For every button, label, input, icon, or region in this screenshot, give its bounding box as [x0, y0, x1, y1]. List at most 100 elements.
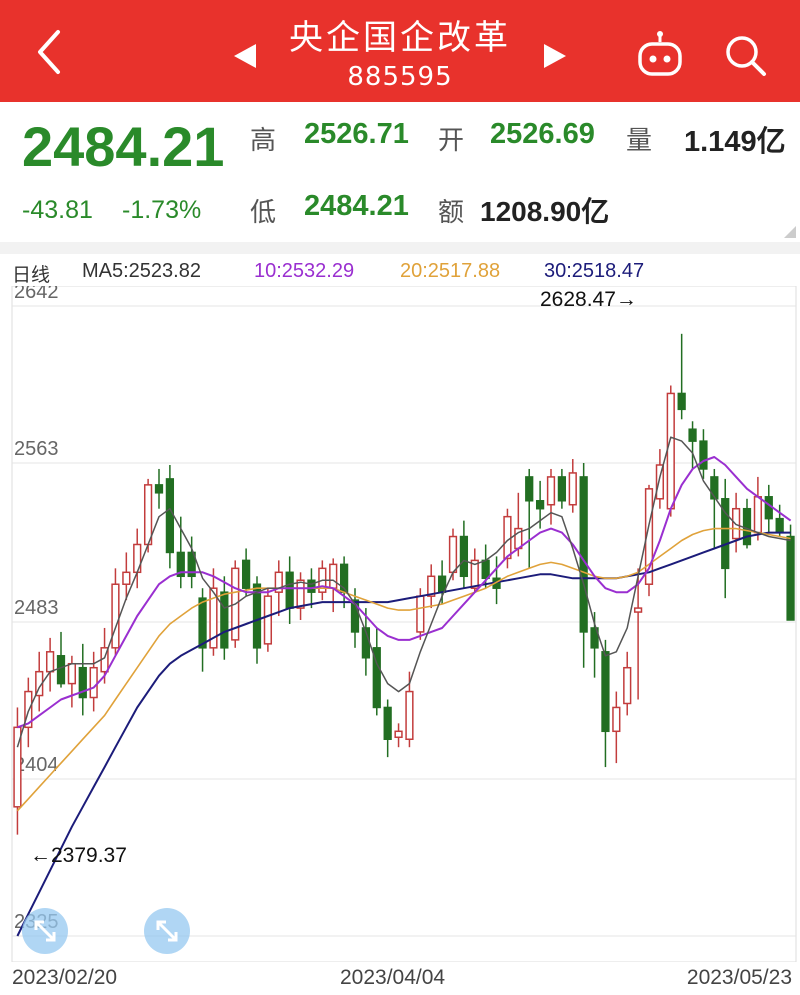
- candle-down: [78, 666, 87, 699]
- ma5-legend: MA5:2523.82: [82, 260, 201, 282]
- page-title: 央企国企改革: [289, 18, 511, 58]
- candle-down: [165, 478, 175, 554]
- ma-legend: 日线 MA5:2523.82 10:2532.29 20:2517.88 30:…: [0, 254, 800, 286]
- candle-down: [764, 496, 773, 520]
- y-tick-label: 2642: [14, 286, 59, 303]
- quote-panel: 2484.21 -43.81 -1.73% 高 2526.71 开 2526.6…: [0, 102, 800, 242]
- x-axis: 2023/02/20 2023/04/04 2023/05/23: [0, 962, 800, 995]
- candle-up: [470, 559, 479, 589]
- candle-up: [24, 690, 33, 729]
- period-selector[interactable]: 日线: [12, 264, 51, 286]
- x-tick-end: 2023/05/23: [686, 966, 792, 989]
- next-arrow-icon: [544, 44, 566, 68]
- candle-down: [285, 571, 294, 609]
- candle-up: [612, 706, 621, 733]
- candle-up: [296, 579, 305, 609]
- back-arrow-icon: [38, 30, 60, 74]
- high-value: 2526.71: [304, 118, 409, 150]
- last-price: 2484.21: [22, 115, 225, 178]
- candle-down: [699, 440, 708, 470]
- candle-down: [601, 651, 610, 733]
- candle-down: [579, 476, 588, 633]
- candle-up: [448, 535, 458, 574]
- candle-down: [775, 517, 784, 534]
- fullscreen-button[interactable]: [144, 908, 190, 954]
- low-label: 低: [250, 198, 277, 228]
- candle-down: [525, 476, 534, 502]
- assistant-button[interactable]: [632, 30, 688, 80]
- ma20-legend: 20:2517.88: [400, 260, 501, 282]
- header-bar: 央企国企改革 885595: [0, 0, 800, 102]
- candle-down: [721, 498, 730, 570]
- candle-up: [416, 595, 425, 633]
- candle-down: [677, 392, 686, 411]
- zoom-out-button[interactable]: [22, 908, 68, 954]
- volume-value: 1.149亿: [684, 126, 786, 158]
- candle-down: [786, 535, 795, 621]
- prev-stock-button[interactable]: [226, 36, 266, 76]
- stock-code: 885595: [347, 62, 453, 92]
- candle-up: [89, 666, 98, 699]
- x-tick-start: 2023/02/20: [12, 966, 118, 989]
- back-button[interactable]: [20, 22, 80, 82]
- prev-arrow-icon: [234, 44, 256, 68]
- candle-down: [535, 500, 545, 510]
- expand-corner-icon[interactable]: [782, 224, 796, 238]
- high-label: 高: [250, 126, 277, 156]
- candle-up: [427, 575, 436, 597]
- ma10-legend: 10:2532.29: [254, 260, 355, 282]
- candle-down: [241, 559, 251, 589]
- candle-up: [753, 496, 763, 534]
- candle-down: [383, 706, 392, 740]
- candle-up: [655, 464, 665, 500]
- candle-down: [154, 484, 164, 494]
- candle-up: [633, 607, 643, 613]
- candle-up: [143, 484, 153, 546]
- candle-down: [176, 551, 185, 578]
- chart-frame: [11, 286, 797, 962]
- expand-icon: [156, 920, 178, 942]
- candle-down: [481, 559, 490, 580]
- candle-down: [590, 627, 599, 649]
- candle-down: [350, 599, 360, 633]
- ma5-line: [16, 436, 791, 748]
- open-value: 2526.69: [490, 118, 595, 150]
- volume-label: 量: [626, 126, 653, 156]
- kline-chart[interactable]: 264225632483240423252628.47→←2379.37: [0, 286, 800, 962]
- candle-up: [122, 571, 131, 585]
- candle-down: [220, 591, 229, 649]
- max-price-annotation: 2628.47→: [540, 288, 637, 311]
- candle-down: [187, 551, 196, 578]
- candle-up: [67, 662, 77, 685]
- open-label: 开: [438, 126, 465, 156]
- candle-up: [623, 666, 632, 705]
- candle-up: [405, 690, 414, 740]
- candle-up: [111, 583, 120, 649]
- candle-down: [198, 597, 207, 649]
- candle-down: [459, 535, 469, 578]
- next-stock-button[interactable]: [534, 36, 574, 76]
- candle-up: [209, 587, 218, 649]
- amount-value: 1208.90亿: [480, 196, 610, 227]
- amount-label: 额: [438, 198, 465, 228]
- candle-up: [666, 392, 675, 510]
- candle-up: [45, 651, 55, 673]
- candle-down: [710, 476, 719, 500]
- low-value: 2484.21: [304, 190, 409, 222]
- section-divider: [0, 242, 800, 254]
- candle-down: [557, 476, 567, 502]
- x-tick-mid: 2023/04/04: [340, 966, 446, 989]
- candle-down: [688, 428, 697, 442]
- candle-down: [742, 507, 752, 546]
- price-change: -43.81: [22, 196, 93, 224]
- ma30-line: [16, 531, 791, 937]
- robot-icon: [638, 31, 682, 76]
- y-tick-label: 2404: [14, 754, 59, 776]
- zoom-out-icon: [34, 920, 56, 942]
- candle-up: [644, 488, 654, 585]
- search-button[interactable]: [718, 30, 772, 80]
- candle-down: [307, 579, 316, 593]
- candle-up: [394, 730, 403, 739]
- candle-up: [503, 515, 512, 560]
- candle-down: [372, 647, 381, 709]
